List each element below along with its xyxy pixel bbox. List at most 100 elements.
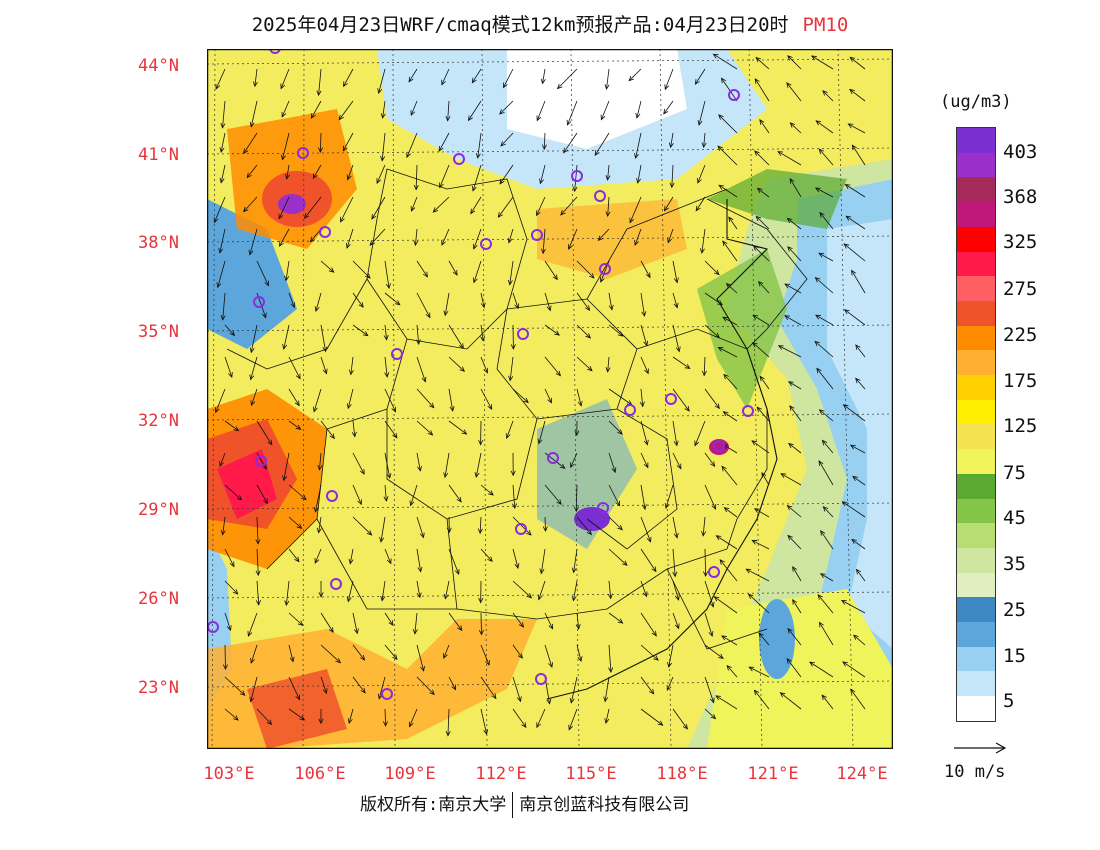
arrow-icon bbox=[537, 580, 546, 601]
arrow-icon bbox=[416, 516, 425, 539]
arrow-icon bbox=[751, 539, 770, 550]
arrow-icon bbox=[480, 484, 494, 496]
legend-swatch bbox=[957, 251, 995, 277]
arrow-icon bbox=[416, 260, 428, 278]
arrow-icon bbox=[249, 676, 258, 703]
arrow-icon bbox=[246, 164, 258, 179]
arrow-icon bbox=[556, 68, 578, 90]
arrow-icon bbox=[672, 580, 680, 601]
arrow-icon bbox=[560, 196, 578, 216]
arrow-icon bbox=[282, 452, 290, 482]
arrow-icon bbox=[224, 356, 233, 378]
arrow-icon bbox=[751, 440, 770, 454]
arrow-icon bbox=[701, 356, 707, 377]
footer-divider bbox=[512, 792, 514, 818]
arrow-icon bbox=[628, 68, 642, 82]
arrow-icon bbox=[408, 68, 418, 83]
arrow-icon bbox=[441, 228, 450, 246]
arrow-icon bbox=[777, 151, 802, 166]
coastline bbox=[546, 199, 778, 700]
arrow-icon bbox=[607, 580, 613, 600]
lat-label: 35°N bbox=[138, 322, 179, 342]
arrow-icon bbox=[224, 612, 232, 632]
west-blue-patch bbox=[207, 199, 297, 349]
arrow-icon bbox=[255, 516, 261, 545]
arrow-icon bbox=[384, 292, 401, 306]
arrow-icon bbox=[608, 452, 617, 474]
arrow-icon bbox=[342, 132, 354, 152]
arrow-icon bbox=[384, 420, 398, 439]
arrow-icon bbox=[288, 708, 306, 721]
lat-label: 32°N bbox=[138, 411, 179, 431]
arrow-icon bbox=[345, 228, 354, 249]
arrow-icon bbox=[629, 196, 642, 224]
arrow-icon bbox=[219, 452, 226, 468]
arrow-icon bbox=[712, 53, 738, 70]
arrow-icon bbox=[814, 340, 834, 358]
taiwan-strait-zone bbox=[707, 589, 893, 749]
arrow-icon bbox=[224, 324, 236, 337]
arrow-icon bbox=[416, 356, 427, 383]
arrow-icon bbox=[499, 164, 514, 185]
arrow-icon bbox=[544, 356, 561, 377]
arrow-icon bbox=[570, 452, 578, 469]
arrow-icon bbox=[288, 516, 303, 530]
arrow-icon bbox=[664, 68, 674, 91]
circle-icon bbox=[728, 89, 740, 101]
arrow-icon bbox=[745, 568, 770, 582]
arrow-icon bbox=[818, 460, 834, 486]
arrow-icon bbox=[809, 661, 834, 678]
arrow-icon bbox=[608, 292, 614, 311]
arrow-icon bbox=[416, 580, 422, 599]
arrow-icon bbox=[379, 516, 386, 543]
arrow-icon bbox=[576, 260, 595, 279]
arrow-icon bbox=[574, 420, 580, 437]
arrow-icon bbox=[448, 356, 466, 372]
arrow-icon bbox=[376, 164, 386, 185]
arrow-icon bbox=[540, 228, 546, 255]
arrow-icon bbox=[573, 484, 579, 513]
arrow-icon bbox=[699, 228, 706, 254]
circle-icon bbox=[571, 170, 583, 182]
arrow-icon bbox=[416, 388, 435, 409]
arrow-icon bbox=[432, 196, 450, 213]
arrow-icon bbox=[255, 548, 261, 577]
arrow-icon bbox=[314, 292, 322, 313]
circle-icon bbox=[742, 405, 754, 417]
arrow-icon bbox=[471, 68, 482, 84]
arrow-icon bbox=[448, 260, 458, 276]
arrow-icon bbox=[640, 324, 649, 347]
arrow-icon bbox=[480, 356, 489, 374]
arrow-icon bbox=[703, 548, 709, 577]
arrow-icon bbox=[816, 367, 834, 390]
arrow-icon bbox=[634, 228, 642, 246]
lon-label: 112°E bbox=[475, 764, 527, 784]
arrow-icon bbox=[282, 324, 290, 350]
arrow-icon bbox=[448, 484, 462, 503]
arrow-icon bbox=[416, 452, 422, 472]
arrow-icon bbox=[480, 548, 493, 563]
arrow-icon bbox=[544, 324, 560, 336]
arrow-icon bbox=[704, 676, 715, 704]
arrow-icon bbox=[722, 240, 738, 262]
arrow-icon bbox=[605, 164, 611, 181]
arrow-icon bbox=[416, 292, 431, 319]
arrow-icon bbox=[726, 664, 738, 678]
arrow-icon bbox=[721, 465, 738, 486]
legend-swatch bbox=[957, 597, 995, 623]
arrow-icon bbox=[563, 132, 578, 154]
arrow-icon bbox=[541, 132, 547, 151]
arrow-icon bbox=[694, 420, 706, 447]
arrow-icon bbox=[443, 580, 450, 600]
arrow-icon bbox=[507, 228, 514, 244]
arrow-icon bbox=[722, 411, 738, 422]
arrow-icon bbox=[284, 260, 290, 282]
arrow-icon bbox=[717, 145, 738, 166]
arrow-icon bbox=[284, 164, 290, 180]
legend-swatch bbox=[957, 473, 995, 499]
arrow-icon bbox=[787, 534, 802, 550]
arrow-icon bbox=[544, 644, 554, 669]
arrow-icon bbox=[667, 228, 674, 244]
arrow-icon bbox=[352, 324, 369, 337]
arrow-icon bbox=[788, 381, 802, 390]
